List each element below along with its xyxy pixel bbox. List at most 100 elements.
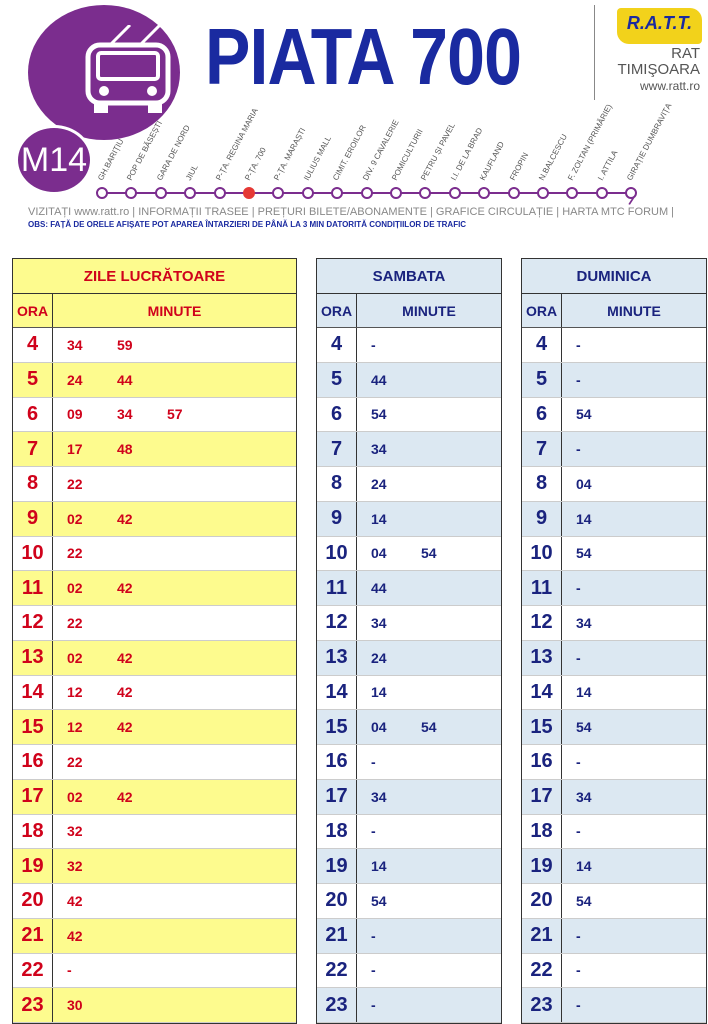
minute-value: 44 (371, 371, 387, 388)
hour-cell: 23 (317, 988, 357, 1022)
route-stop[interactable] (96, 187, 108, 199)
minute-value: 34 (117, 406, 133, 423)
minutes-cell: 02 42 (53, 641, 296, 675)
route-stop[interactable] (125, 187, 138, 199)
hour-cell: 22 (13, 953, 53, 988)
minutes-header: MINUTE (607, 302, 661, 319)
table-row: 21- (522, 918, 706, 954)
hour-cell: 8 (13, 467, 53, 501)
hour-cell: 13 (317, 640, 357, 675)
traffic-notice: OBS: FAȚĂ DE ORELE AFIȘATE POT APAREA ÎN… (28, 220, 467, 229)
nav-links[interactable]: VIZITAȚI www.ratt.ro | INFORMAȚII TRASEE… (28, 206, 675, 218)
minute-value: 22 (67, 614, 83, 631)
hour-cell: 22 (522, 953, 562, 988)
minute-value: 42 (117, 788, 133, 805)
hour-cell: 8 (522, 467, 562, 501)
minutes-cell: 34 (357, 780, 501, 814)
minute-value: 24 (371, 649, 387, 666)
route-stop[interactable] (507, 187, 520, 199)
minute-value: 54 (371, 892, 387, 909)
minutes-cell: 54 (562, 537, 706, 571)
minute-value: 04 (371, 719, 387, 736)
minutes-cell: 54 (562, 710, 706, 744)
website-link[interactable]: www.ratt.ro (639, 79, 700, 93)
minute-value: 14 (576, 858, 592, 875)
route-stop[interactable] (272, 187, 285, 199)
route-stop[interactable] (419, 187, 432, 199)
route-stop[interactable] (213, 187, 226, 199)
minutes-cell: 04 54 (357, 710, 501, 744)
hour-cell: 6 (317, 397, 357, 432)
hour-cell: 15 (13, 710, 53, 744)
table-row: 6 54 (522, 397, 706, 433)
table-header: ORA MINUTE (317, 294, 501, 328)
table-row: 8 22 (13, 467, 296, 502)
table-row: 4- (522, 328, 706, 363)
minute-value: 24 (67, 371, 83, 388)
minutes-cell: 30 (53, 988, 296, 1022)
table-row: 4- (317, 328, 501, 363)
minute-value: 54 (576, 719, 592, 736)
minutes-cell: - (562, 328, 706, 362)
stop-label: I. ATTILA (595, 148, 620, 182)
hour-cell: 20 (13, 884, 53, 918)
route-stop[interactable] (301, 187, 314, 199)
hour-cell: 12 (13, 606, 53, 640)
stop-label: IULIUS MALL (301, 134, 333, 182)
hour-cell: 11 (522, 571, 562, 605)
hour-cell: 19 (522, 849, 562, 883)
trolleybus-icon (85, 25, 171, 113)
hour-header: ORA (13, 294, 53, 327)
hour-cell: 5 (317, 362, 357, 397)
minutes-cell: 14 (562, 849, 706, 883)
stop-label: N.BALCESCU (537, 132, 570, 182)
hour-cell: 6 (522, 397, 562, 432)
minute-value: 02 (67, 580, 83, 597)
table-row: 23- (522, 988, 706, 1023)
hour-cell: 7 (522, 432, 562, 466)
minutes-cell: 42 (53, 919, 296, 953)
minutes-cell: 54 (562, 398, 706, 432)
minutes-cell: 54 (562, 884, 706, 918)
minute-value: - (576, 753, 581, 770)
minute-value: 14 (371, 858, 387, 875)
route-stop[interactable] (360, 187, 373, 199)
route-stop[interactable] (154, 187, 167, 199)
minutes-cell: 14 (357, 502, 501, 536)
hour-cell: 20 (317, 884, 357, 918)
minutes-cell: 44 (357, 363, 501, 397)
minute-value: 02 (67, 649, 83, 666)
table-row: 10 04 54 (317, 536, 501, 572)
minutes-cell: - (357, 328, 501, 362)
minutes-header: MINUTE (402, 302, 456, 319)
hour-cell: 16 (522, 745, 562, 779)
route-stop[interactable] (184, 187, 197, 199)
table-row: 22- (522, 953, 706, 989)
table-row: 12 34 (317, 606, 501, 641)
route-stop[interactable] (595, 187, 608, 199)
route-stop[interactable] (448, 187, 461, 199)
minute-value: 34 (371, 788, 387, 805)
hour-header: ORA (317, 294, 357, 327)
table-row: 17 34 (522, 779, 706, 815)
minute-value: 42 (117, 684, 133, 701)
route-stop[interactable] (478, 187, 491, 199)
minute-value: 42 (117, 719, 133, 736)
table-row: 18- (522, 814, 706, 850)
minutes-cell: 24 (357, 467, 501, 501)
route-stop[interactable] (243, 187, 255, 199)
hour-cell: 11 (13, 571, 53, 605)
minute-value: 42 (67, 892, 83, 909)
route-stop[interactable] (537, 187, 549, 199)
route-stop[interactable] (390, 187, 402, 199)
minute-value: 54 (576, 545, 592, 562)
hour-cell: 21 (522, 918, 562, 953)
minutes-cell: - (53, 954, 296, 988)
minutes-cell: 09 34 57 (53, 398, 296, 432)
route-stop[interactable] (331, 187, 344, 199)
route-stop[interactable] (566, 187, 579, 199)
minutes-cell: 42 (53, 884, 296, 918)
minutes-cell: - (357, 815, 501, 849)
route-stop[interactable] (625, 187, 638, 199)
minutes-cell: - (562, 432, 706, 466)
